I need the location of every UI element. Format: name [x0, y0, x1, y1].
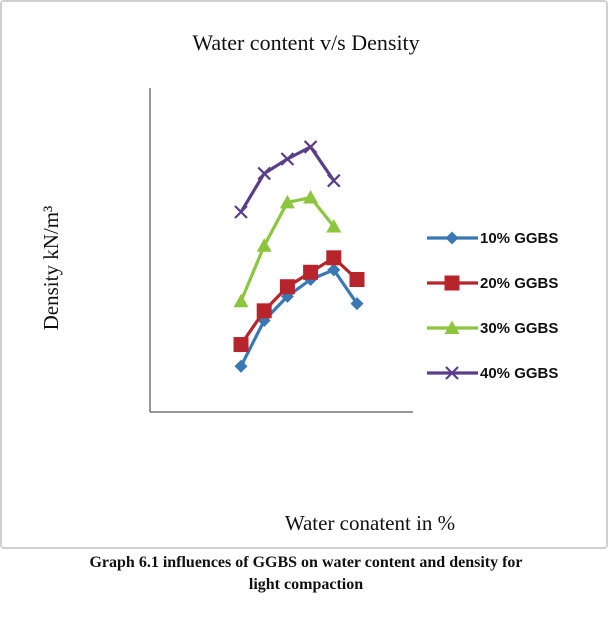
caption-line-2: light compaction: [248, 576, 364, 593]
data-point-20-pct-ggbs: [326, 250, 342, 266]
x-axis-label: Water conatent in %: [285, 511, 455, 535]
data-point-10-pct-ggbs: [350, 297, 364, 311]
data-point-20-pct-ggbs: [349, 272, 365, 287]
data-point-30-pct-ggbs: [233, 293, 249, 308]
data-point-40-pct-ggbs: [303, 140, 318, 154]
series-line-10-pct-ggbs: [239, 268, 359, 367]
legend-label-10-pct-ggbs: 10% GGBS: [480, 230, 558, 247]
chart: Water content v/s Density Density kN/m³ …: [39, 30, 558, 535]
data-point-40-pct-ggbs: [280, 152, 295, 166]
legend-marker-20-pct-ggbs: [444, 275, 460, 291]
legend-label-40-pct-ggbs: 40% GGBS: [480, 365, 558, 382]
caption-line-1: Graph 6.1 influences of GGBS on water co…: [89, 554, 523, 571]
chart-title: Water content v/s Density: [192, 30, 419, 55]
data-point-20-pct-ggbs: [256, 303, 272, 319]
data-point-10-pct-ggbs: [327, 263, 341, 277]
data-point-40-pct-ggbs: [257, 166, 271, 181]
data-point-30-pct-ggbs: [279, 194, 295, 209]
data-point-40-pct-ggbs: [234, 205, 248, 219]
legend: 10% GGBS 20% GGBS 30% GGBS 40% GGBS: [427, 230, 558, 382]
legend-label-20-pct-ggbs: 20% GGBS: [480, 275, 558, 292]
data-point-20-pct-ggbs: [303, 264, 319, 280]
legend-label-30-pct-ggbs: 30% GGBS: [480, 320, 558, 337]
y-axis-label: Density kN/m³: [39, 206, 63, 331]
figure-caption: Graph 6.1 influences of GGBS on water co…: [0, 552, 612, 596]
legend-marker-30-pct-ggbs: [444, 320, 460, 334]
data-point-30-pct-ggbs: [326, 218, 342, 233]
data-point-10-pct-ggbs: [234, 359, 248, 373]
data-point-30-pct-ggbs: [303, 190, 319, 204]
data-point-20-pct-ggbs: [233, 337, 249, 353]
data-point-40-pct-ggbs: [327, 173, 341, 188]
data-point-20-pct-ggbs: [279, 279, 295, 295]
legend-marker-40-pct-ggbs: [445, 366, 459, 380]
data-point-30-pct-ggbs: [256, 238, 272, 252]
plot-area: [233, 140, 365, 373]
legend-marker-10-pct-ggbs: [445, 231, 459, 245]
